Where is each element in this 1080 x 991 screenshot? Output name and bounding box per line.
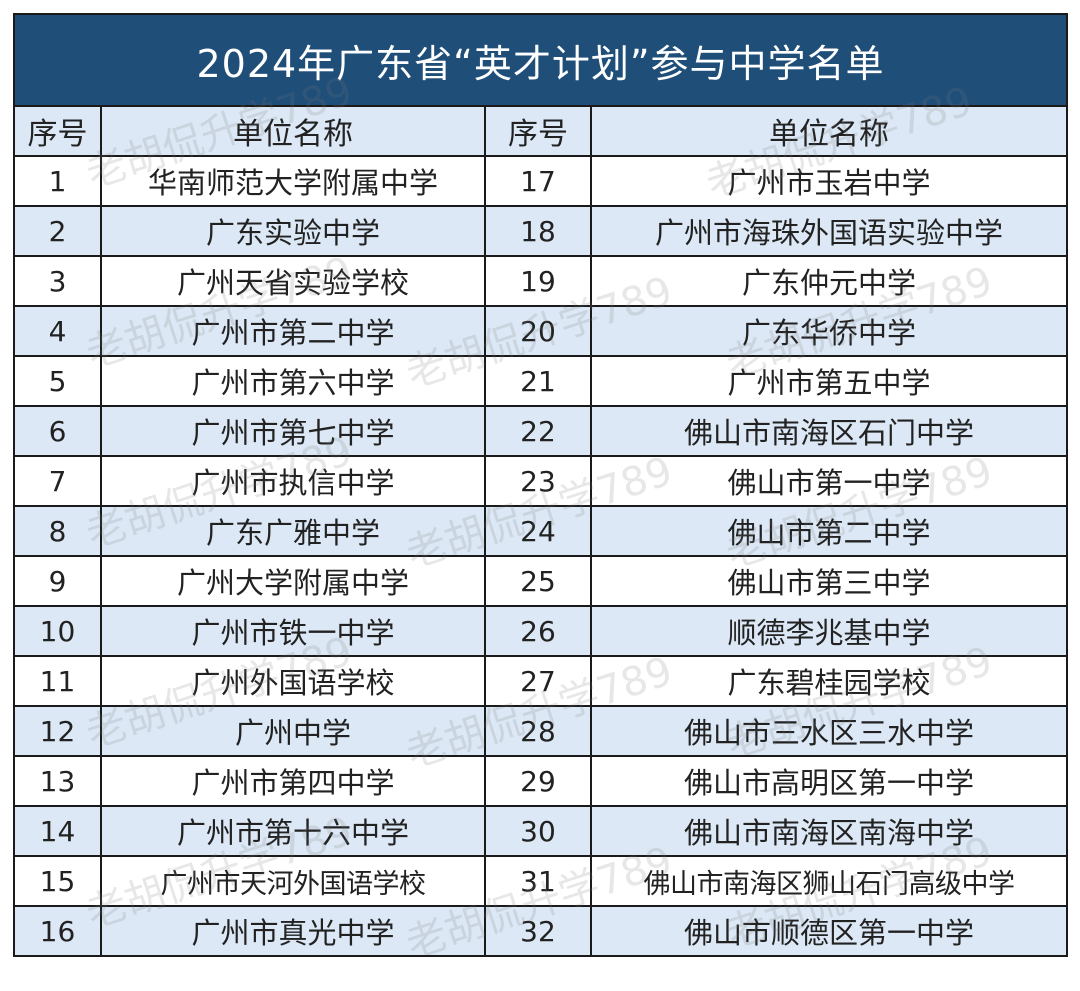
left-number-cell: 16 <box>13 905 102 957</box>
table-row: 6 广州市第七中学 22 佛山市南海区石门中学 <box>13 405 1069 457</box>
right-name-cell: 佛山市高明区第一中学 <box>589 755 1069 807</box>
header-right-name: 单位名称 <box>589 105 1069 157</box>
right-number-cell: 17 <box>484 155 592 207</box>
right-number-cell: 31 <box>484 855 592 907</box>
right-number-cell: 25 <box>484 555 592 607</box>
left-number-cell: 15 <box>13 855 102 907</box>
left-number-cell: 10 <box>13 605 102 657</box>
right-name-cell: 佛山市顺德区第一中学 <box>589 905 1069 957</box>
right-name-cell: 佛山市第二中学 <box>589 505 1069 557</box>
right-number-cell: 26 <box>484 605 592 657</box>
left-name-cell: 广州大学附属中学 <box>100 555 486 607</box>
right-number-cell: 32 <box>484 905 592 957</box>
left-name-cell: 广州市执信中学 <box>100 455 486 507</box>
table-row: 7 广州市执信中学 23 佛山市第一中学 <box>13 455 1069 507</box>
right-number-cell: 21 <box>484 355 592 407</box>
right-number-cell: 19 <box>484 255 592 307</box>
left-name-cell: 广州市第六中学 <box>100 355 486 407</box>
table-row: 1 华南师范大学附属中学 17 广州市玉岩中学 <box>13 155 1069 207</box>
right-number-cell: 23 <box>484 455 592 507</box>
header-left-number: 序号 <box>13 105 102 157</box>
table-row: 10 广州市铁一中学 26 顺德李兆基中学 <box>13 605 1069 657</box>
table-row: 13 广州市第四中学 29 佛山市高明区第一中学 <box>13 755 1069 807</box>
left-name-cell: 华南师范大学附属中学 <box>100 155 486 207</box>
left-name-cell: 广州市第十六中学 <box>100 805 486 857</box>
left-name-cell: 广东广雅中学 <box>100 505 486 557</box>
header-left-name: 单位名称 <box>100 105 486 157</box>
left-name-cell: 广州市天河外国语学校 <box>100 855 486 907</box>
table-row: 4 广州市第二中学 20 广东华侨中学 <box>13 305 1069 357</box>
left-number-cell: 3 <box>13 255 102 307</box>
left-number-cell: 7 <box>13 455 102 507</box>
title-row: 2024年广东省“英才计划”参与中学名单 <box>12 13 1069 107</box>
right-number-cell: 29 <box>484 755 592 807</box>
right-name-cell: 广州市玉岩中学 <box>589 155 1069 207</box>
table-row: 3 广州天省实验学校 19 广东仲元中学 <box>13 255 1069 307</box>
table-title: 2024年广东省“英才计划”参与中学名单 <box>12 13 1069 107</box>
left-name-cell: 广州市真光中学 <box>100 905 486 957</box>
left-name-cell: 广州中学 <box>100 705 486 757</box>
left-number-cell: 2 <box>13 205 102 257</box>
table-row: 15 广州市天河外国语学校 31 佛山市南海区狮山石门高级中学 <box>13 855 1069 907</box>
left-name-cell: 广州天省实验学校 <box>100 255 486 307</box>
table-row: 2 广东实验中学 18 广州市海珠外国语实验中学 <box>13 205 1069 257</box>
table-row: 14 广州市第十六中学 30 佛山市南海区南海中学 <box>13 805 1069 857</box>
table-row: 16 广州市真光中学 32 佛山市顺德区第一中学 <box>13 905 1069 957</box>
left-number-cell: 9 <box>13 555 102 607</box>
right-number-cell: 28 <box>484 705 592 757</box>
right-name-cell: 广东碧桂园学校 <box>589 655 1069 707</box>
left-name-cell: 广州市第七中学 <box>100 405 486 457</box>
left-name-cell: 广州市第二中学 <box>100 305 486 357</box>
left-number-cell: 12 <box>13 705 102 757</box>
left-number-cell: 13 <box>13 755 102 807</box>
school-list-table: 2024年广东省“英才计划”参与中学名单 序号 单位名称 序号 单位名称 1 华… <box>12 13 1069 957</box>
right-number-cell: 30 <box>484 805 592 857</box>
left-number-cell: 14 <box>13 805 102 857</box>
right-name-cell: 佛山市南海区狮山石门高级中学 <box>589 855 1069 907</box>
right-number-cell: 20 <box>484 305 592 357</box>
school-list-document: 2024年广东省“英才计划”参与中学名单 序号 单位名称 序号 单位名称 1 华… <box>12 13 1069 957</box>
table-row: 11 广州外国语学校 27 广东碧桂园学校 <box>13 655 1069 707</box>
right-number-cell: 24 <box>484 505 592 557</box>
left-number-cell: 4 <box>13 305 102 357</box>
header-row: 序号 单位名称 序号 单位名称 <box>13 105 1069 157</box>
right-number-cell: 27 <box>484 655 592 707</box>
left-name-cell: 广州外国语学校 <box>100 655 486 707</box>
left-number-cell: 6 <box>13 405 102 457</box>
header-right-number: 序号 <box>484 105 592 157</box>
right-name-cell: 顺德李兆基中学 <box>589 605 1069 657</box>
left-number-cell: 8 <box>13 505 102 557</box>
table-row: 12 广州中学 28 佛山市三水区三水中学 <box>13 705 1069 757</box>
right-number-cell: 22 <box>484 405 592 457</box>
right-name-cell: 佛山市第一中学 <box>589 455 1069 507</box>
table-row: 5 广州市第六中学 21 广州市第五中学 <box>13 355 1069 407</box>
left-number-cell: 11 <box>13 655 102 707</box>
right-name-cell: 广州市第五中学 <box>589 355 1069 407</box>
right-number-cell: 18 <box>484 205 592 257</box>
right-name-cell: 广东仲元中学 <box>589 255 1069 307</box>
right-name-cell: 佛山市三水区三水中学 <box>589 705 1069 757</box>
left-name-cell: 广东实验中学 <box>100 205 486 257</box>
left-name-cell: 广州市第四中学 <box>100 755 486 807</box>
table-row: 8 广东广雅中学 24 佛山市第二中学 <box>13 505 1069 557</box>
right-name-cell: 佛山市第三中学 <box>589 555 1069 607</box>
table-row: 9 广州大学附属中学 25 佛山市第三中学 <box>13 555 1069 607</box>
left-number-cell: 1 <box>13 155 102 207</box>
right-name-cell: 佛山市南海区南海中学 <box>589 805 1069 857</box>
left-name-cell: 广州市铁一中学 <box>100 605 486 657</box>
right-name-cell: 广州市海珠外国语实验中学 <box>589 205 1069 257</box>
left-number-cell: 5 <box>13 355 102 407</box>
right-name-cell: 广东华侨中学 <box>589 305 1069 357</box>
right-name-cell: 佛山市南海区石门中学 <box>589 405 1069 457</box>
